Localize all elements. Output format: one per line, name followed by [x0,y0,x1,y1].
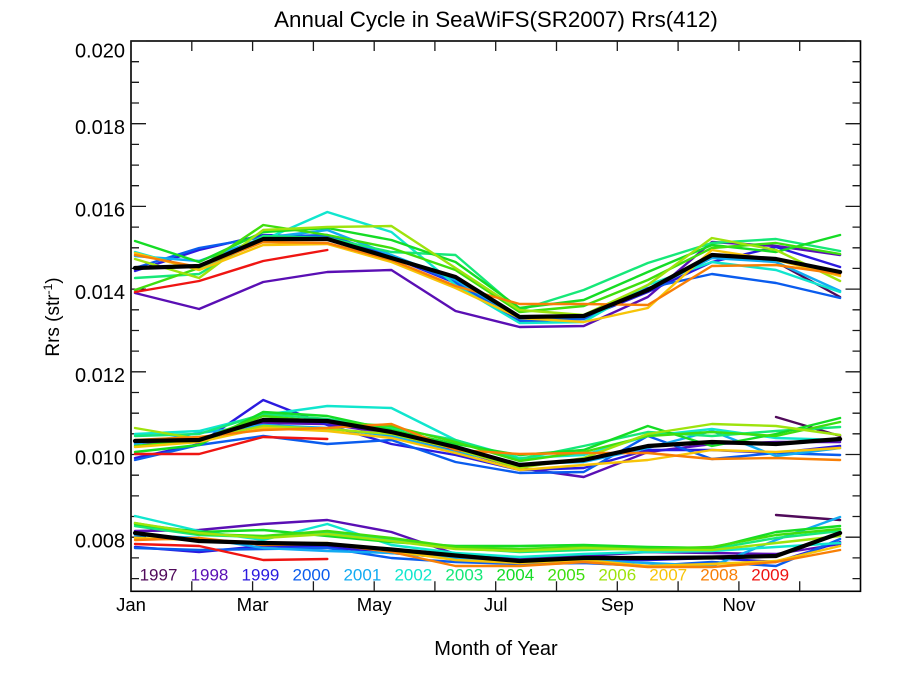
svg-text:Month of Year: Month of Year [434,638,558,660]
svg-text:Jul: Jul [484,594,508,615]
svg-text:Rrs (str-1): Rrs (str-1) [41,277,64,356]
svg-text:2006: 2006 [598,566,636,585]
svg-text:2000: 2000 [293,566,331,585]
svg-text:2004: 2004 [496,566,534,585]
svg-text:2001: 2001 [343,566,381,585]
svg-text:Sep: Sep [601,594,634,615]
svg-text:Nov: Nov [722,594,756,615]
svg-text:2009: 2009 [751,566,789,585]
svg-text:2002: 2002 [394,566,432,585]
svg-text:2008: 2008 [700,566,738,585]
svg-text:2005: 2005 [547,566,585,585]
svg-text:1999: 1999 [242,566,280,585]
svg-text:1998: 1998 [191,566,229,585]
svg-text:1997: 1997 [140,566,178,585]
svg-text:2007: 2007 [649,566,687,585]
svg-text:0.014: 0.014 [75,282,125,304]
svg-text:Annual Cycle in SeaWiFS(SR2007: Annual Cycle in SeaWiFS(SR2007) Rrs(412) [274,7,718,32]
svg-text:Jan: Jan [116,594,146,615]
svg-text:0.020: 0.020 [75,41,125,63]
svg-text:Mar: Mar [237,594,269,615]
svg-text:0.012: 0.012 [75,365,125,387]
svg-text:0.016: 0.016 [75,200,125,222]
svg-text:0.018: 0.018 [75,117,125,139]
svg-text:2003: 2003 [445,566,483,585]
svg-text:0.010: 0.010 [75,448,125,470]
svg-text:0.008: 0.008 [75,530,125,552]
svg-text:May: May [357,594,393,615]
